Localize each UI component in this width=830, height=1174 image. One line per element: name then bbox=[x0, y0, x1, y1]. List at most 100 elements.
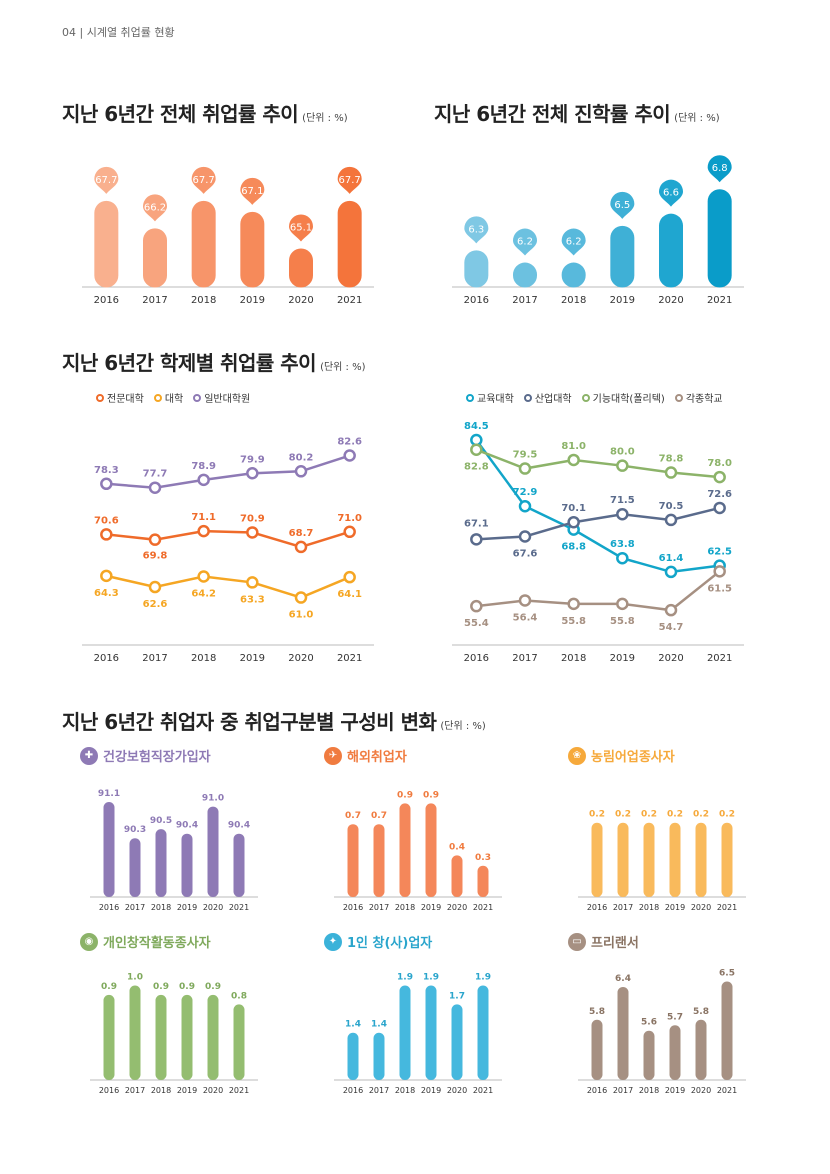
bar-2020 bbox=[695, 822, 707, 897]
bar-2020 bbox=[451, 855, 463, 897]
data-label: 1.0 bbox=[127, 972, 143, 982]
data-label: 0.2 bbox=[719, 810, 735, 820]
pin-marker bbox=[659, 179, 683, 207]
legend-item-junior-college: 전문대학 bbox=[96, 390, 144, 405]
data-label: 0.2 bbox=[641, 810, 657, 820]
data-label: 0.3 bbox=[475, 853, 491, 863]
x-tick-label: 2016 bbox=[464, 653, 489, 664]
x-tick-label: 2021 bbox=[337, 295, 362, 306]
subtitle-health: ✚ 건강보험직장가입자 bbox=[80, 746, 211, 765]
data-label: 63.3 bbox=[240, 594, 265, 605]
data-label: 6.8 bbox=[712, 163, 728, 174]
lightbulb-icon: ✦ bbox=[324, 932, 342, 951]
bar-2018 bbox=[191, 200, 216, 288]
unit-label: (단위 : %) bbox=[674, 113, 720, 124]
point-대학-2021 bbox=[343, 570, 356, 584]
bar-2016 bbox=[94, 200, 119, 288]
x-tick-label: 2019 bbox=[177, 1086, 197, 1095]
pin-marker bbox=[240, 177, 265, 205]
x-tick-label: 2017 bbox=[125, 903, 145, 912]
data-label: 1.9 bbox=[475, 972, 491, 982]
data-label: 5.8 bbox=[589, 1007, 605, 1017]
point-기능대학(폴리텍)-2016 bbox=[470, 443, 483, 456]
x-tick-label: 2018 bbox=[395, 903, 415, 912]
data-label: 67.7 bbox=[95, 175, 117, 186]
x-tick-label: 2019 bbox=[665, 1086, 685, 1095]
point-기능대학(폴리텍)-2019 bbox=[616, 459, 629, 472]
pin-marker bbox=[707, 155, 732, 183]
pin-marker bbox=[464, 216, 489, 244]
point-일반대학원-2016 bbox=[100, 477, 113, 491]
bar-2021 bbox=[707, 189, 732, 288]
bar-2019 bbox=[425, 985, 437, 1080]
data-label: 6.3 bbox=[468, 224, 484, 235]
series-line-각종학교 bbox=[476, 570, 721, 612]
point-각종학교-2017 bbox=[518, 594, 532, 607]
bar-2016 bbox=[347, 1032, 359, 1080]
x-tick-label: 2021 bbox=[229, 1086, 249, 1095]
point-각종학교-2016 bbox=[470, 599, 483, 613]
bar-2019 bbox=[425, 803, 437, 897]
data-label: 63.8 bbox=[610, 539, 635, 550]
pin-marker bbox=[337, 166, 362, 194]
data-label: 0.2 bbox=[667, 810, 683, 820]
bar-2018 bbox=[399, 985, 411, 1080]
data-label: 1.9 bbox=[397, 972, 413, 982]
laptop-icon: ▭ bbox=[568, 932, 586, 951]
data-label: 66.2 bbox=[144, 202, 166, 213]
x-tick-label: 2018 bbox=[639, 1086, 659, 1095]
camera-icon: ◉ bbox=[80, 932, 98, 951]
data-label: 90.4 bbox=[176, 821, 198, 831]
data-label: 70.1 bbox=[561, 503, 586, 514]
subtitle-creative: ◉ 개인창작활동종사자 bbox=[80, 932, 211, 951]
x-tick-label: 2017 bbox=[613, 1086, 633, 1095]
data-label: 61.5 bbox=[707, 583, 732, 594]
x-tick-label: 2016 bbox=[587, 1086, 607, 1095]
x-tick-label: 2018 bbox=[639, 903, 659, 912]
x-tick-label: 2016 bbox=[464, 295, 489, 306]
x-tick-label: 2020 bbox=[203, 1086, 223, 1095]
bar-2018 bbox=[561, 262, 586, 288]
point-일반대학원-2017 bbox=[148, 481, 162, 494]
chart-startup: 1.4 2016 1.4 2017 1.9 2018 1.9 2019 1.7 2020 1.9 20… bbox=[334, 972, 502, 1095]
data-label: 65.1 bbox=[290, 223, 312, 234]
point-교육대학-2020 bbox=[664, 565, 678, 579]
x-tick-label: 2016 bbox=[343, 1086, 363, 1095]
health-insurance-icon: ✚ bbox=[80, 746, 98, 765]
x-tick-label: 2018 bbox=[191, 653, 216, 664]
x-tick-label: 2019 bbox=[177, 903, 197, 912]
data-label: 5.8 bbox=[693, 1007, 709, 1017]
bar-2021 bbox=[233, 833, 245, 897]
x-tick-label: 2017 bbox=[369, 1086, 389, 1095]
chart-byschool-left: 2016 2017 2018 2019 2020 2021 70.6 69.8 71.1 70.9… bbox=[82, 437, 374, 664]
airplane-icon: ✈ bbox=[324, 746, 342, 765]
point-산업대학-2018 bbox=[567, 515, 580, 529]
data-label: 71.5 bbox=[610, 495, 635, 506]
subtitle-freelance: ▭ 프리랜서 bbox=[568, 932, 639, 951]
point-산업대학-2016 bbox=[470, 533, 483, 546]
x-tick-label: 2017 bbox=[142, 295, 167, 306]
chart-overseas: 0.7 2016 0.7 2017 0.9 2018 0.9 2019 0.4 2020 0.3 20… bbox=[334, 790, 502, 912]
data-label: 71.1 bbox=[191, 512, 216, 523]
data-label: 6.2 bbox=[517, 237, 533, 248]
bar-2016 bbox=[464, 250, 489, 288]
data-label: 1.9 bbox=[423, 972, 439, 982]
data-label: 5.6 bbox=[641, 1018, 657, 1028]
x-tick-label: 2019 bbox=[421, 903, 441, 912]
data-label: 79.9 bbox=[240, 454, 265, 465]
data-label: 64.1 bbox=[337, 589, 362, 600]
data-label: 0.7 bbox=[345, 811, 361, 821]
x-tick-label: 2020 bbox=[447, 1086, 467, 1095]
series-line-일반대학원 bbox=[106, 454, 351, 489]
title-byschool: 지난 6년간 학제별 취업률 추이 (단위 : %) bbox=[62, 351, 366, 375]
bar-2016 bbox=[103, 802, 115, 897]
data-label: 0.9 bbox=[153, 982, 169, 992]
x-tick-label: 2018 bbox=[395, 1086, 415, 1095]
data-label: 0.7 bbox=[371, 811, 387, 821]
point-전문대학-2018 bbox=[197, 524, 210, 538]
data-label: 6.5 bbox=[719, 968, 735, 978]
series-line-대학 bbox=[106, 574, 351, 599]
bar-2017 bbox=[513, 262, 537, 288]
bar-2017 bbox=[129, 838, 141, 897]
data-label: 77.7 bbox=[143, 469, 168, 480]
